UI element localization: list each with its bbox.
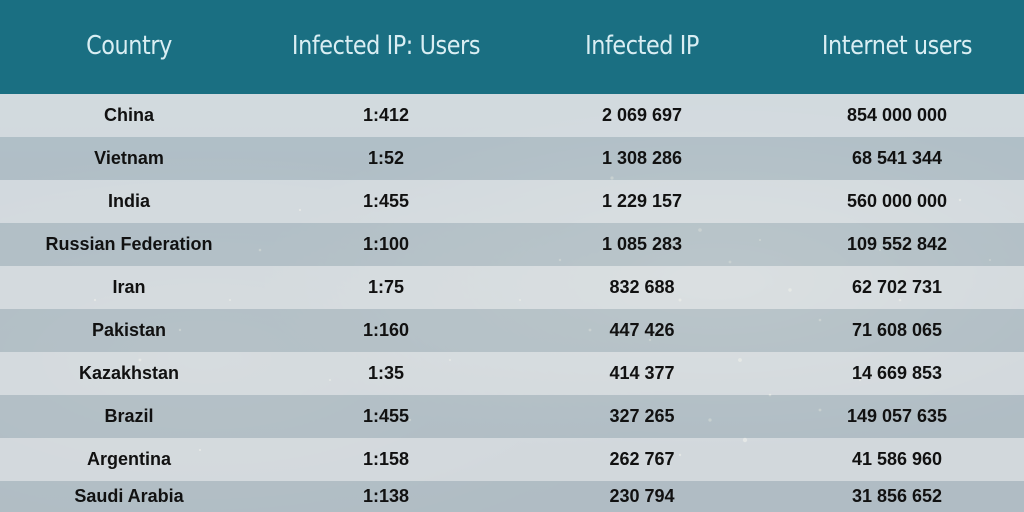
ratio-cell: 1:158 [362,449,410,469]
country-cell: China [103,105,154,125]
ratio-cell: 1:52 [367,148,405,168]
ratio-cell: 1:412 [362,105,410,125]
internet-users-cell: 854 000 000 [846,105,948,125]
ratio-cell: 1:138 [362,486,410,506]
table-row: Vietnam 1:52 1 308 286 68 541 344 [0,137,1024,180]
country-cell: Iran [112,277,146,297]
internet-users-cell: 149 057 635 [846,406,948,426]
infected-ip-cell: 262 767 [609,449,675,469]
internet-users-cell: 62 702 731 [851,277,943,297]
ratio-cell: 1:160 [362,320,410,340]
infected-ip-cell: 1 229 157 [601,191,683,211]
column-header-internet-users: Internet users [821,31,973,61]
table-row: Russian Federation 1:100 1 085 283 109 5… [0,223,1024,266]
infected-ip-cell: 832 688 [609,277,675,297]
ratio-cell: 1:455 [362,191,410,211]
internet-users-cell: 14 669 853 [851,363,943,383]
table-row: India 1:455 1 229 157 560 000 000 [0,180,1024,223]
table-row: Kazakhstan 1:35 414 377 14 669 853 [0,352,1024,395]
column-header-ratio: Infected IP: Users [291,31,481,61]
ratio-cell: 1:35 [367,363,405,383]
infected-ip-cell: 327 265 [609,406,675,426]
infected-ip-cell: 230 794 [609,486,675,506]
table-row: Brazil 1:455 327 265 149 057 635 [0,395,1024,438]
country-cell: Russian Federation [45,234,213,254]
ratio-cell: 1:455 [362,406,410,426]
internet-users-cell: 560 000 000 [846,191,948,211]
country-cell: India [107,191,150,211]
table-row: Pakistan 1:160 447 426 71 608 065 [0,309,1024,352]
internet-users-cell: 41 586 960 [851,449,943,469]
internet-users-cell: 109 552 842 [846,234,948,254]
country-cell: Brazil [104,406,154,426]
infected-ip-cell: 1 085 283 [601,234,683,254]
infected-ip-cell: 2 069 697 [601,105,683,125]
infected-ip-cell: 414 377 [609,363,675,383]
table-header: Country Infected IP: Users Infected IP I… [0,0,1024,94]
column-header-country: Country [86,31,172,61]
infected-ip-cell: 1 308 286 [601,148,683,168]
country-cell: Argentina [86,449,171,469]
infected-ip-cell: 447 426 [609,320,675,340]
internet-users-cell: 68 541 344 [851,148,943,168]
country-cell: Saudi Arabia [74,486,184,506]
country-cell: Vietnam [94,148,164,168]
table-row: Saudi Arabia 1:138 230 794 31 856 652 [0,481,1024,512]
table-body: China 1:412 2 069 697 854 000 000 Vietna… [0,94,1024,512]
column-header-infected-ip: Infected IP [585,31,699,61]
ratio-cell: 1:75 [367,277,405,297]
table-row: Argentina 1:158 262 767 41 586 960 [0,438,1024,481]
table-row: China 1:412 2 069 697 854 000 000 [0,94,1024,137]
internet-users-cell: 71 608 065 [851,320,943,340]
ratio-cell: 1:100 [362,234,410,254]
table-row: Iran 1:75 832 688 62 702 731 [0,266,1024,309]
internet-users-cell: 31 856 652 [851,486,943,506]
country-cell: Kazakhstan [78,363,180,383]
country-cell: Pakistan [91,320,167,340]
